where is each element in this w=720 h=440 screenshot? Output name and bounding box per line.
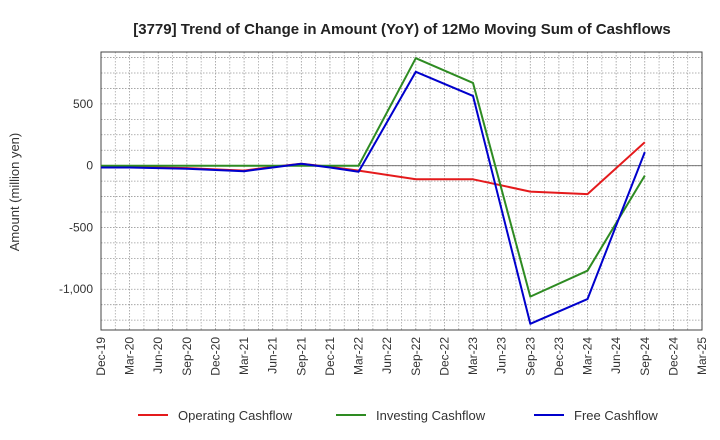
x-tick-label: Sep-21 — [294, 337, 308, 376]
legend: Operating Cashflow Investing Cashflow Free… — [138, 408, 658, 423]
x-tick-label: Mar-20 — [123, 337, 137, 375]
x-tick-label: Mar-22 — [352, 337, 366, 375]
grid — [100, 52, 703, 330]
x-tick-label: Jun-20 — [151, 337, 165, 374]
x-tick-label: Dec-21 — [323, 337, 337, 376]
x-tick-label: Dec-20 — [208, 337, 222, 376]
x-tick-label: Dec-22 — [437, 337, 451, 376]
x-tick-label: Sep-22 — [409, 337, 423, 376]
y-axis-label: Amount (million yen) — [7, 133, 22, 252]
x-tick-label: Mar-23 — [466, 337, 480, 375]
plot-frame — [100, 51, 703, 331]
x-tick-label: Jun-21 — [266, 337, 280, 374]
y-axis: 500 0 -500 -1,000 — [59, 97, 93, 296]
x-tick-label: Mar-24 — [581, 337, 595, 375]
legend-label-investing-cashflow: Investing Cashflow — [376, 408, 486, 423]
x-tick-label: Dec-19 — [94, 337, 108, 376]
x-tick-label: Jun-23 — [495, 337, 509, 374]
y-tick-label: 0 — [86, 159, 93, 173]
series-lines — [101, 57, 646, 325]
legend-label-free-cashflow: Free Cashflow — [574, 408, 658, 423]
x-tick-label: Dec-24 — [666, 337, 680, 376]
legend-label-operating-cashflow: Operating Cashflow — [178, 408, 293, 423]
series-line-free-cashflow — [101, 70, 646, 325]
x-tick-label: Sep-23 — [523, 337, 537, 376]
x-tick-label: Dec-23 — [552, 337, 566, 376]
y-tick-label: 500 — [73, 97, 93, 111]
x-tick-label: Jun-24 — [609, 337, 623, 374]
x-tick-label: Mar-25 — [695, 337, 709, 375]
x-axis: Dec-19 Mar-20 Jun-20 Sep-20 Dec-20 Mar-21 Jun-… — [94, 337, 709, 376]
chart-title: [3779] Trend of Change in Amount (YoY) o… — [133, 21, 671, 38]
x-tick-label: Jun-22 — [380, 337, 394, 374]
series-line-investing-cashflow — [101, 57, 646, 298]
x-tick-label: Mar-21 — [237, 337, 251, 375]
x-tick-label: Sep-24 — [638, 337, 652, 376]
y-tick-label: -500 — [69, 220, 93, 234]
y-tick-label: -1,000 — [59, 282, 93, 296]
x-tick-label: Sep-20 — [180, 337, 194, 376]
